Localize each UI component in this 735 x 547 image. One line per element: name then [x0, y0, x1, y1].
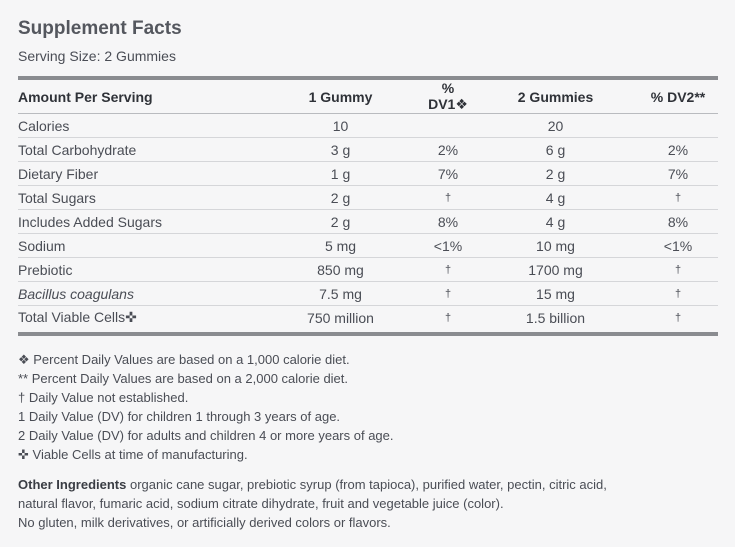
row-dv2: † — [674, 311, 682, 324]
footnote: ** Percent Daily Values are based on a 2… — [18, 371, 349, 386]
header-dv1: % DV1❖ — [423, 80, 473, 114]
table-row: Total Sugars 2 g † 4 g † — [18, 185, 718, 210]
row-dv2: † — [638, 281, 718, 306]
row-dv2: 8% — [638, 209, 718, 234]
row-1-gummy: 10 — [258, 113, 423, 138]
row-1-gummy: 7.5 mg — [258, 281, 423, 306]
bottom-rule — [18, 332, 718, 336]
row-dv2: † — [638, 185, 718, 210]
row-dv2: † — [638, 257, 718, 282]
table-row: Bacillus coagulans 7.5 mg † 15 mg † — [18, 281, 718, 306]
table-row: Total Carbohydrate 3 g 2% 6 g 2% — [18, 137, 718, 162]
footnotes: ❖ Percent Daily Values are based on a 1,… — [18, 350, 718, 464]
table-row: Total Viable Cells✜ 750 million † 1.5 bi… — [18, 306, 718, 330]
header-1-gummy: 1 Gummy — [258, 80, 423, 114]
row-dv2: <1% — [638, 233, 718, 258]
table-row: Sodium 5 mg <1% 10 mg <1% — [18, 233, 718, 258]
row-name: Total Carbohydrate — [18, 137, 258, 162]
row-dv1 — [423, 113, 473, 138]
row-dv2: 2% — [638, 137, 718, 162]
row-2-gummies: 4 g — [473, 185, 638, 210]
row-1-gummy: 5 mg — [258, 233, 423, 258]
table-row: Dietary Fiber 1 g 7% 2 g 7% — [18, 161, 718, 186]
row-1-gummy: 3 g — [258, 137, 423, 162]
row-dv1: † — [423, 185, 473, 210]
header-2-gummies: 2 Gummies — [473, 80, 638, 114]
allergen-statement: No gluten, milk derivatives, or artifici… — [18, 515, 391, 530]
row-2-gummies: 1.5 billion — [525, 309, 586, 326]
row-name: Total Sugars — [18, 185, 258, 210]
footnote: ✜ Viable Cells at time of manufacturing. — [18, 447, 248, 462]
row-2-gummies: 2 g — [473, 161, 638, 186]
footnote: † Daily Value not established. — [18, 390, 189, 405]
row-1-gummy: 750 million — [307, 309, 374, 326]
header-amount-per-serving: Amount Per Serving — [18, 80, 258, 114]
row-1-gummy: 850 mg — [258, 257, 423, 282]
row-dv1: 8% — [423, 209, 473, 234]
row-dv1: 7% — [423, 161, 473, 186]
row-dv2 — [638, 113, 718, 138]
ingredients-text: organic cane sugar, prebiotic syrup (fro… — [126, 477, 607, 492]
other-ingredients: Other Ingredients organic cane sugar, pr… — [18, 475, 718, 532]
footnote: 2 Daily Value (DV) for adults and childr… — [18, 428, 394, 443]
top-rule — [18, 76, 718, 80]
ingredients-label: Other Ingredients — [18, 477, 127, 492]
row-2-gummies: 10 mg — [473, 233, 638, 258]
row-name: Sodium — [18, 233, 258, 258]
row-dv1: † — [423, 281, 473, 306]
row-dv1: <1% — [423, 233, 473, 258]
table-row: Prebiotic 850 mg † 1700 mg † — [18, 257, 718, 282]
row-name: Includes Added Sugars — [18, 209, 258, 234]
row-dv1: † — [444, 311, 452, 324]
row-name: Total Viable Cells✜ — [18, 309, 137, 325]
table-row: Calories 10 20 — [18, 113, 718, 138]
header-dv2: % DV2** — [638, 80, 718, 114]
row-dv1: 2% — [423, 137, 473, 162]
row-dv1: † — [423, 257, 473, 282]
serving-size: Serving Size: 2 Gummies — [18, 48, 176, 64]
row-2-gummies: 4 g — [473, 209, 638, 234]
ingredients-text-line-2: natural flavor, fumaric acid, sodium cit… — [18, 496, 504, 511]
table-header-row: Amount Per Serving 1 Gummy % DV1❖ 2 Gumm… — [18, 80, 718, 114]
row-name: Prebiotic — [18, 257, 258, 282]
row-1-gummy: 2 g — [258, 185, 423, 210]
row-2-gummies: 15 mg — [473, 281, 638, 306]
table-row: Includes Added Sugars 2 g 8% 4 g 8% — [18, 209, 718, 234]
footnote: 1 Daily Value (DV) for children 1 throug… — [18, 409, 341, 424]
row-2-gummies: 1700 mg — [473, 257, 638, 282]
row-name: Calories — [18, 113, 258, 138]
row-dv2: 7% — [638, 161, 718, 186]
row-1-gummy: 1 g — [258, 161, 423, 186]
footnote: ❖ Percent Daily Values are based on a 1,… — [18, 352, 350, 367]
panel-title: Supplement Facts — [18, 18, 182, 39]
facts-table: Amount Per Serving 1 Gummy % DV1❖ 2 Gumm… — [18, 80, 718, 329]
row-name: Bacillus coagulans — [18, 281, 258, 306]
row-2-gummies: 20 — [473, 113, 638, 138]
row-1-gummy: 2 g — [258, 209, 423, 234]
row-2-gummies: 6 g — [473, 137, 638, 162]
row-name: Dietary Fiber — [18, 161, 258, 186]
